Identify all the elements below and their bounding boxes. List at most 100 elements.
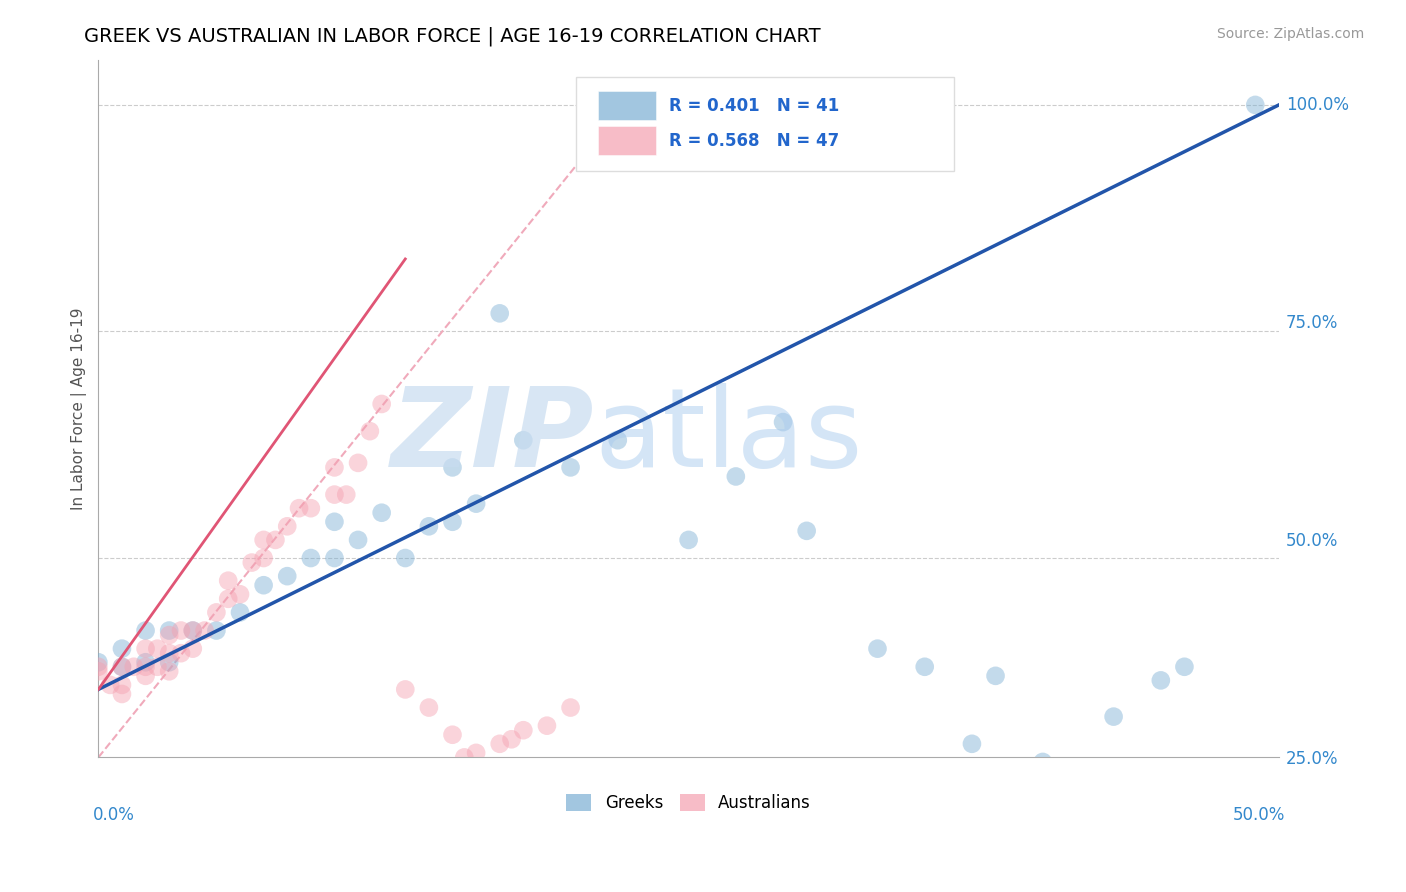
Text: R = 0.401   N = 41: R = 0.401 N = 41 (668, 96, 839, 115)
Point (1150, 673, 1173, 688)
Point (135, 624, 157, 638)
Point (264, 533, 287, 547)
Point (960, 737, 983, 751)
Point (122, 660, 145, 674)
Text: atlas: atlas (595, 383, 863, 490)
Point (866, 641, 889, 656)
Point (394, 551, 416, 566)
Point (347, 456, 370, 470)
Point (157, 628, 180, 642)
Point (146, 660, 169, 674)
Text: Source: ZipAtlas.com: Source: ZipAtlas.com (1216, 27, 1364, 41)
Point (111, 660, 134, 674)
Point (323, 487, 346, 501)
Point (501, 732, 523, 747)
Point (560, 460, 582, 475)
Text: 0.0%: 0.0% (93, 806, 135, 824)
Point (111, 678, 134, 692)
Point (135, 641, 157, 656)
Point (394, 682, 416, 697)
Point (536, 719, 558, 733)
Point (359, 424, 381, 438)
Point (606, 434, 628, 448)
Point (135, 660, 157, 674)
Point (488, 306, 510, 320)
Point (512, 434, 534, 448)
Point (465, 497, 488, 511)
Point (288, 501, 311, 516)
Point (418, 700, 440, 714)
Point (560, 700, 582, 714)
Point (157, 655, 180, 669)
Point (678, 533, 700, 547)
Point (1032, 755, 1054, 769)
FancyBboxPatch shape (598, 126, 655, 155)
Point (181, 624, 204, 638)
Point (194, 624, 217, 638)
Point (335, 487, 357, 501)
Point (347, 533, 370, 547)
Point (111, 660, 134, 674)
Y-axis label: In Labor Force | Age 16-19: In Labor Force | Age 16-19 (72, 307, 87, 509)
Point (724, 469, 747, 483)
Point (111, 641, 134, 656)
Point (157, 665, 180, 679)
Point (299, 501, 322, 516)
Point (512, 723, 534, 738)
Point (229, 587, 252, 601)
Point (135, 655, 157, 669)
Point (1220, 805, 1243, 819)
Point (488, 737, 510, 751)
Point (205, 606, 228, 620)
Point (453, 750, 475, 764)
Point (1244, 98, 1267, 112)
Point (323, 551, 346, 566)
Point (370, 397, 392, 411)
Text: R = 0.568   N = 47: R = 0.568 N = 47 (668, 131, 839, 150)
Text: ZIP: ZIP (391, 383, 595, 490)
Point (984, 669, 1007, 683)
Point (229, 606, 252, 620)
Point (217, 574, 239, 588)
Point (98, 678, 121, 692)
Point (170, 646, 193, 660)
Point (276, 569, 298, 583)
Point (252, 551, 274, 566)
Point (157, 624, 180, 638)
Point (323, 460, 346, 475)
Point (276, 519, 298, 533)
Point (135, 669, 157, 683)
Point (914, 660, 936, 674)
Point (87, 660, 110, 674)
Point (1173, 660, 1195, 674)
Point (441, 515, 464, 529)
Point (217, 591, 239, 606)
Point (111, 687, 134, 701)
FancyBboxPatch shape (576, 77, 955, 171)
Point (87, 655, 110, 669)
Point (205, 624, 228, 638)
Point (370, 506, 392, 520)
Legend: Greeks, Australians: Greeks, Australians (560, 788, 817, 819)
Point (323, 515, 346, 529)
Point (441, 728, 464, 742)
Text: GREEK VS AUSTRALIAN IN LABOR FORCE | AGE 16-19 CORRELATION CHART: GREEK VS AUSTRALIAN IN LABOR FORCE | AGE… (84, 27, 821, 46)
Text: 50.0%: 50.0% (1233, 806, 1285, 824)
Point (252, 578, 274, 592)
Point (418, 519, 440, 533)
Point (87, 665, 110, 679)
Point (1102, 709, 1125, 723)
Point (299, 551, 322, 566)
Point (181, 624, 204, 638)
Point (240, 556, 263, 570)
Point (441, 460, 464, 475)
Point (170, 624, 193, 638)
Point (252, 533, 274, 547)
Point (796, 524, 818, 538)
Point (157, 646, 180, 660)
Point (772, 415, 794, 429)
Point (465, 746, 488, 760)
Point (1220, 841, 1243, 855)
Point (146, 641, 169, 656)
Point (181, 641, 204, 656)
